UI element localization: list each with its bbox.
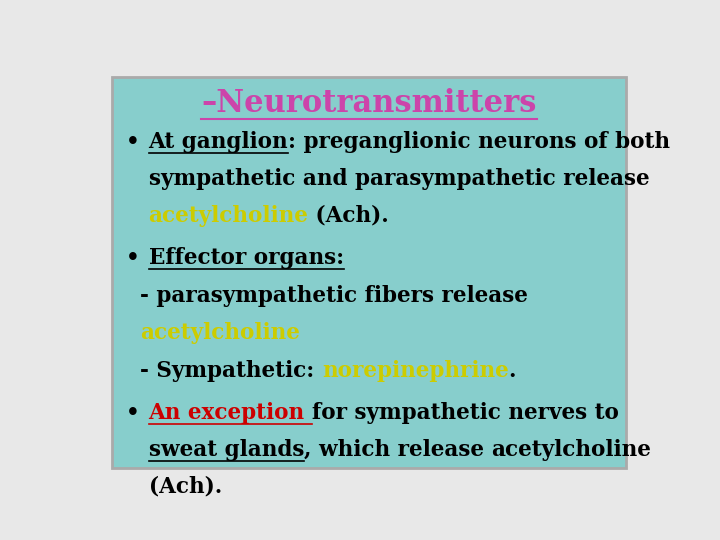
Text: At ganglion: At ganglion bbox=[148, 131, 288, 153]
Text: acetylcholine: acetylcholine bbox=[140, 322, 300, 343]
Text: sympathetic and parasympathetic release: sympathetic and parasympathetic release bbox=[148, 168, 649, 190]
Text: : preganglionic neurons of both: : preganglionic neurons of both bbox=[288, 131, 670, 153]
Text: - Sympathetic:: - Sympathetic: bbox=[140, 360, 322, 382]
Text: An exception: An exception bbox=[148, 402, 312, 424]
Text: - parasympathetic fibers release: - parasympathetic fibers release bbox=[140, 285, 528, 307]
Text: acetylcholine: acetylcholine bbox=[148, 205, 308, 226]
Text: –Neurotransmitters: –Neurotransmitters bbox=[202, 87, 536, 119]
Text: norepinephrine: norepinephrine bbox=[322, 360, 509, 382]
Text: .: . bbox=[509, 360, 516, 382]
Text: for sympathetic nerves to: for sympathetic nerves to bbox=[312, 402, 619, 424]
Text: (Ach).: (Ach). bbox=[148, 475, 222, 497]
Text: •: • bbox=[126, 247, 140, 268]
Text: •: • bbox=[126, 402, 140, 424]
Text: sweat glands: sweat glands bbox=[148, 438, 304, 461]
Text: Effector organs:: Effector organs: bbox=[148, 247, 343, 268]
Text: •: • bbox=[126, 131, 140, 153]
Text: , which release: , which release bbox=[304, 438, 492, 461]
Text: acetylcholine: acetylcholine bbox=[492, 438, 652, 461]
FancyBboxPatch shape bbox=[112, 77, 626, 468]
Text: (Ach).: (Ach). bbox=[308, 205, 390, 226]
